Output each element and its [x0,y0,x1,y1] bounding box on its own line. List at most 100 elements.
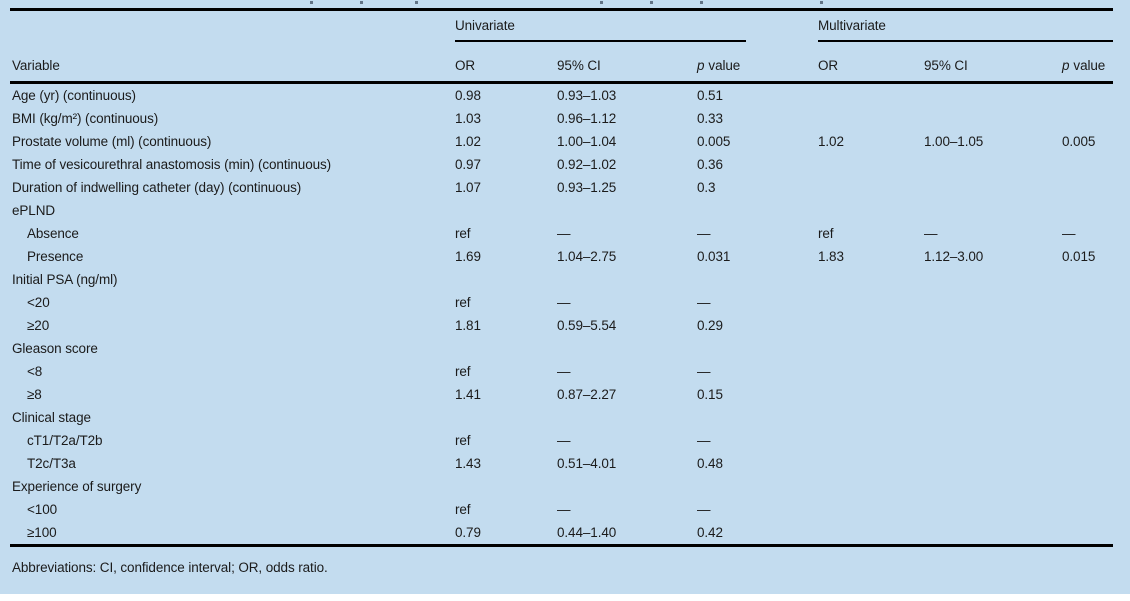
cell-multi-ci [924,360,1062,383]
cell-multi-or [818,429,924,452]
spacer [746,452,818,475]
cell-multi-p [1062,153,1113,176]
cell-multi-p [1062,84,1113,107]
table-row: <8 ref — — [10,360,1113,383]
cell-multi-or [818,360,924,383]
cell-uni-or [455,406,557,429]
group-header-univariate: Univariate [455,11,746,42]
cell-multi-or [818,291,924,314]
cell-uni-or: ref [455,364,471,379]
col-header-uni-p: p value [697,42,746,81]
cell-uni-or: ref [455,433,471,448]
cell-multi-ci [924,107,1062,130]
cell-multi-ci [924,521,1062,544]
cell-uni-p [697,406,746,429]
cell-multi-or [818,498,924,521]
cell-multi-p [1062,268,1113,291]
cell-multi-ci [924,291,1062,314]
cell-uni-ci [557,268,697,291]
cell-multi-or [818,452,924,475]
cell-uni-ci [557,406,697,429]
cell-multi-or [818,153,924,176]
table-body: Age (yr) (continuous) 0.98 0.93–1.03 0.5… [10,84,1113,547]
clipped-caption-fragment [360,1,363,4]
cell-variable: <20 [27,295,50,310]
cell-uni-or: 0.98 [455,88,481,103]
p-italic: p [1062,58,1070,73]
cell-multi-ci [924,268,1062,291]
cell-uni-ci: 0.59–5.54 [557,318,617,333]
cell-multi-ci [924,176,1062,199]
p-word: value [708,58,741,73]
group-header-empty [10,11,455,42]
cell-multi-p: 0.015 [1062,249,1096,264]
cell-uni-p: 0.51 [697,88,723,103]
spacer [746,337,818,360]
cell-uni-p: 0.005 [697,134,731,149]
cell-variable: Initial PSA (ng/ml) [12,272,118,287]
table-row: Absence ref — — ref — — [10,222,1113,245]
spacer [746,42,818,81]
cell-multi-ci: 1.12–3.00 [924,249,984,264]
cell-uni-p: 0.031 [697,249,731,264]
cell-uni-ci: 0.93–1.25 [557,180,617,195]
cell-multi-p [1062,291,1113,314]
cell-multi-p [1062,452,1113,475]
cell-uni-ci: 0.93–1.03 [557,88,617,103]
col-header-uni-or: OR [455,58,476,73]
table-row: Presence 1.69 1.04–2.75 0.031 1.83 1.12–… [10,245,1113,268]
cell-multi-p: 0.005 [1062,134,1096,149]
cell-multi-ci [924,429,1062,452]
spacer [746,475,818,498]
cell-uni-or: ref [455,226,471,241]
cell-uni-p: 0.36 [697,157,723,172]
cell-uni-p [697,199,746,222]
cell-uni-p: — [697,433,711,448]
cell-multi-or [818,521,924,544]
cell-uni-p: 0.42 [697,525,723,540]
table-row-section: Experience of surgery [10,475,1113,498]
cell-uni-p: 0.15 [697,387,723,402]
cell-multi-or [818,475,924,498]
cell-multi-or [818,268,924,291]
cell-multi-ci [924,475,1062,498]
cell-uni-or: 1.07 [455,180,481,195]
cell-multi-p [1062,176,1113,199]
p-italic: p [697,58,705,73]
cell-multi-ci [924,153,1062,176]
cell-uni-or [455,475,557,498]
clipped-caption-fragment [820,1,823,4]
spacer [746,176,818,199]
cell-uni-or: 0.97 [455,157,481,172]
cell-uni-p: 0.3 [697,180,716,195]
cell-variable: Prostate volume (ml) (continuous) [12,134,212,149]
spacer [746,291,818,314]
cell-multi-ci [924,452,1062,475]
spacer [746,199,818,222]
table-row: Age (yr) (continuous) 0.98 0.93–1.03 0.5… [10,84,1113,107]
cell-multi-p [1062,429,1113,452]
table-row: BMI (kg/m²) (continuous) 1.03 0.96–1.12 … [10,107,1113,130]
cell-uni-or: 1.41 [455,387,481,402]
cell-uni-ci: — [557,226,571,241]
clipped-caption-fragment [700,1,703,4]
cell-uni-p: — [697,502,711,517]
cell-uni-or [455,337,557,360]
cell-uni-ci: 1.00–1.04 [557,134,617,149]
cell-uni-ci: 0.44–1.40 [557,525,617,540]
clipped-caption-fragment [415,1,418,4]
cell-multi-ci [924,337,1062,360]
cell-multi-ci [924,406,1062,429]
spacer [746,360,818,383]
cell-uni-p [697,475,746,498]
cell-multi-or [818,337,924,360]
cell-variable: <100 [27,502,58,517]
table-row: <100 ref — — [10,498,1113,521]
clipped-caption-fragment [600,1,603,4]
table-row: ≥100 0.79 0.44–1.40 0.42 [10,521,1113,544]
table-row: T2c/T3a 1.43 0.51–4.01 0.48 [10,452,1113,475]
cell-variable: Age (yr) (continuous) [12,88,136,103]
col-header-variable: Variable [12,58,60,73]
cell-multi-p [1062,107,1113,130]
col-header-multi-or: OR [818,58,839,73]
